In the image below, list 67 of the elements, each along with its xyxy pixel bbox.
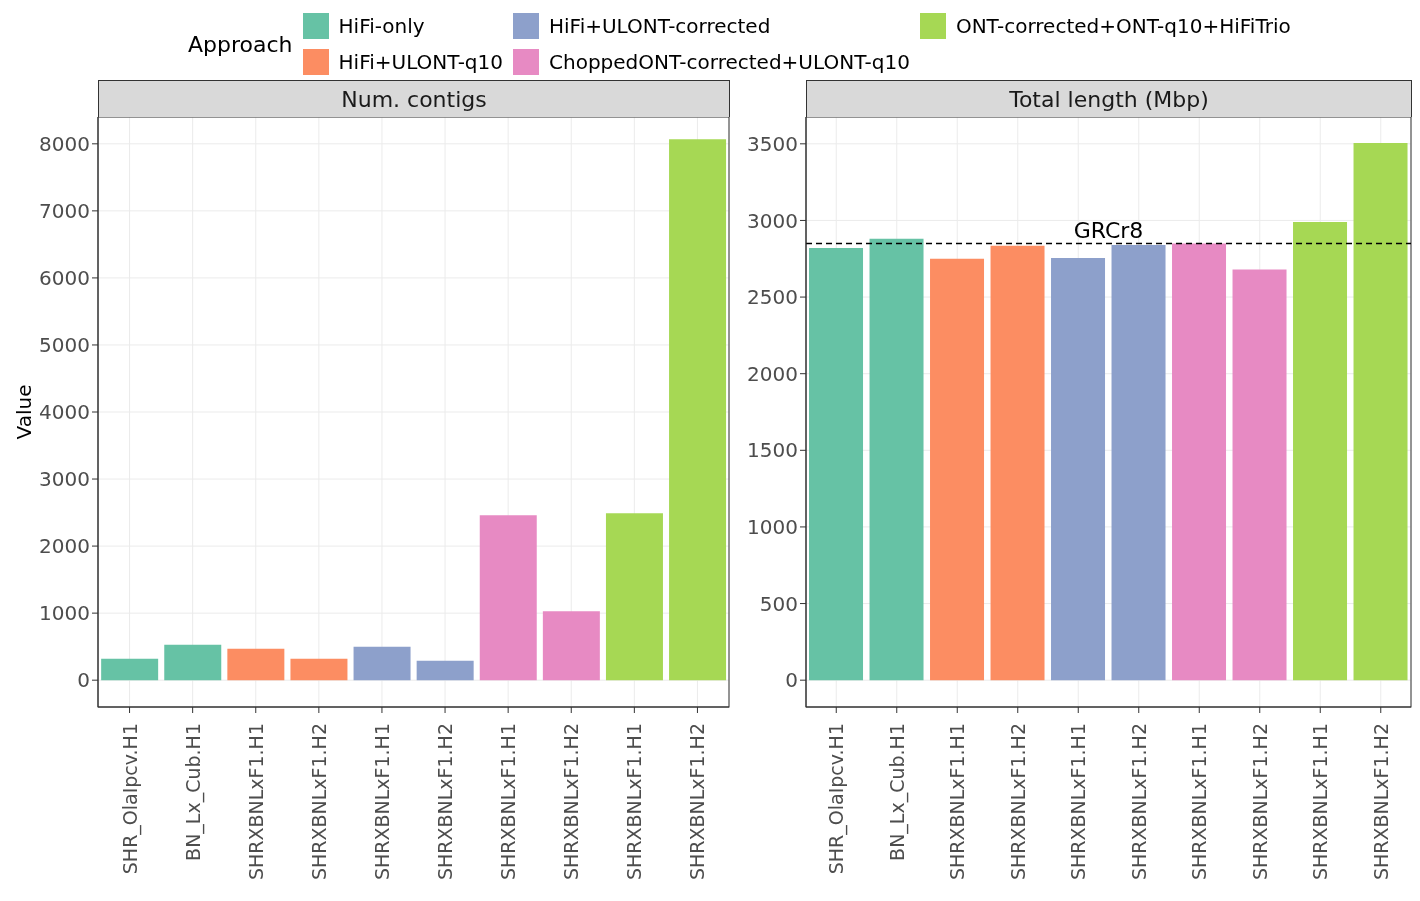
x-tick-label: SHRXBNLxF1.H2 [1006,723,1029,881]
x-tick-label: BN_Lx_Cub.H1 [885,723,909,861]
y-tick-label: 8000 [39,131,90,156]
x-tick-label: SHR_OlaIpcv.H1 [118,723,142,875]
y-tick-label: 4000 [39,400,90,425]
ref-line-label: GRCr8 [1073,218,1144,244]
bar [1051,257,1106,681]
x-tick-label: SHRXBNLxF1.H1 [623,723,646,881]
bar [164,644,222,681]
legend-label: HiFi-only [337,13,426,40]
x-tick-label: SHRXBNLxF1.H1 [370,723,393,881]
x-tick-label: SHRXBNLxF1.H2 [560,723,583,881]
y-tick-label: 500 [759,591,798,616]
bar [809,248,864,681]
chart-title: Total length (Mbp) [806,80,1412,117]
legend-label: HiFi+ULONT-q10 [337,49,504,76]
x-tick-label: SHRXBNLxF1.H2 [307,723,330,881]
y-tick-label: 1000 [39,601,90,626]
legend-label: ONT-corrected+ONT-q10+HiFiTrio [954,13,1291,40]
bar [290,658,348,681]
bar [930,258,985,681]
bar [479,515,537,681]
x-tick-label: SHRXBNLxF1.H1 [1188,723,1211,881]
x-tick-label: SHR_OlaIpcv.H1 [825,723,849,875]
y-tick-label: 2000 [39,534,90,559]
y-tick-label: 3000 [747,208,798,233]
bar [1232,269,1287,681]
y-tick-label: 1000 [747,515,798,540]
x-tick-label: SHRXBNLxF1.H1 [1309,723,1332,881]
x-tick-label: SHRXBNLxF1.H1 [1067,723,1090,881]
x-tick-label: BN_Lx_Cub.H1 [181,723,205,861]
x-tick-label: SHRXBNLxF1.H1 [946,723,969,881]
y-tick-label: 0 [77,668,90,693]
bar [416,660,474,681]
x-tick-label: SHRXBNLxF1.H2 [1369,723,1392,881]
bar [990,245,1045,681]
legend-label: HiFi+ULONT-corrected [548,13,772,40]
y-tick-label: 2000 [747,361,798,386]
y-tick-label: 6000 [39,266,90,291]
y-tick-label: 2500 [747,285,798,310]
bar [227,648,285,681]
legend-title: Approach [188,31,293,57]
chart-title: Num. contigs [98,80,730,117]
y-tick-label: 3000 [39,467,90,492]
y-tick-label: 3500 [747,131,798,156]
y-tick-label: 7000 [39,198,90,223]
bar [1172,243,1227,681]
x-tick-label: SHRXBNLxF1.H1 [497,723,520,881]
y-axis-title: Value [12,384,37,440]
bar [605,513,663,681]
x-tick-label: SHRXBNLxF1.H1 [244,723,267,881]
y-tick-label: 1500 [747,438,798,463]
x-tick-label: SHRXBNLxF1.H2 [434,723,457,881]
y-tick-label: 5000 [39,333,90,358]
bar [669,139,727,681]
x-tick-label: SHRXBNLxF1.H2 [1127,723,1150,881]
bar [1293,221,1348,681]
legend-label: ChoppedONT-corrected+ULONT-q10 [548,49,910,76]
bar [542,611,600,681]
bar [101,658,159,681]
y-tick-label: 0 [785,668,798,693]
bar [353,646,411,681]
bar [869,238,924,681]
bar [1353,143,1408,681]
bar [1111,244,1166,681]
x-tick-label: SHRXBNLxF1.H2 [686,723,709,881]
x-tick-label: SHRXBNLxF1.H2 [1248,723,1271,881]
